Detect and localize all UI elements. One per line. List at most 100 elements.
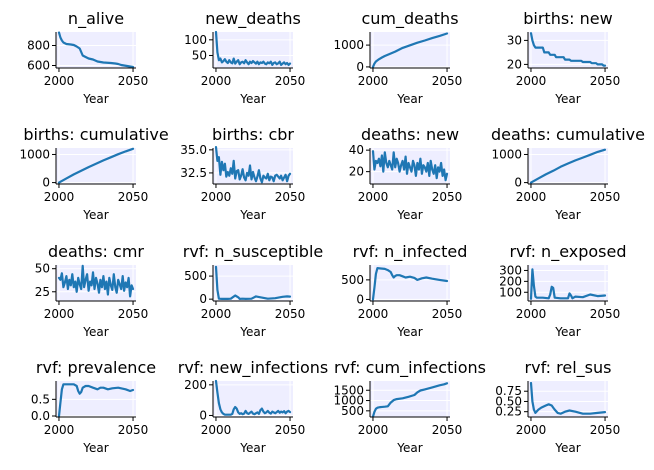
x-axis-label: Year [82, 325, 108, 339]
chart-title: rvf: n_exposed [509, 242, 626, 262]
y-tick-label: 600 [27, 59, 50, 73]
y-tick-label: 50 [35, 262, 50, 276]
x-axis-label: Year [239, 325, 265, 339]
plot-area [528, 32, 608, 68]
x-tick-label: 2050 [118, 423, 149, 437]
series-line [371, 32, 449, 69]
chart-panel: 2000 2050 0.250.500.75 Year rvf: rel_sus [495, 358, 620, 455]
y-tick-label: 500 [341, 404, 364, 418]
x-axis-label: Year [239, 92, 265, 106]
chart-title: deaths: cmr [48, 242, 144, 261]
x-tick-label: 2000 [44, 307, 75, 321]
y-tick-label: 0 [199, 408, 207, 422]
x-tick-label: 2000 [201, 190, 232, 204]
x-axis-label: Year [554, 325, 580, 339]
x-tick-label: 2050 [432, 423, 463, 437]
series-line [529, 148, 607, 184]
chart-title: rvf: cum_infections [334, 358, 486, 378]
x-axis-label: Year [396, 92, 422, 106]
y-tick-label: 0 [199, 292, 207, 306]
chart-title: deaths: new [361, 125, 459, 144]
x-tick-label: 2000 [201, 74, 232, 88]
plot-area [56, 32, 136, 68]
chart-title: births: new [523, 9, 612, 28]
y-tick-label: 0.0 [31, 409, 50, 423]
chart-panel: 2000 2050 20 40 Year deaths: new [349, 125, 463, 222]
series-line [214, 146, 292, 184]
y-tick-label: 0.75 [495, 384, 522, 398]
chart-panel: 2000 2050 0 1000 Year cum_deaths [333, 9, 462, 106]
y-tick-label: 500 [184, 269, 207, 283]
x-tick-label: 2050 [118, 307, 149, 321]
chart-title: n_alive [68, 9, 124, 29]
series-line [57, 264, 135, 298]
x-axis-label: Year [396, 325, 422, 339]
plot-area [370, 265, 450, 301]
x-tick-label: 2000 [516, 190, 547, 204]
y-tick-label: 300 [499, 263, 522, 277]
y-tick-label: 50 [192, 48, 207, 62]
x-tick-label: 2050 [590, 307, 621, 321]
chart-title: births: cumulative [23, 125, 168, 144]
y-tick-label: 0.50 [495, 394, 522, 408]
y-tick-label: 0 [356, 292, 364, 306]
x-axis-label: Year [239, 441, 265, 455]
x-axis-label: Year [82, 208, 108, 222]
x-tick-label: 2050 [275, 74, 306, 88]
x-tick-label: 2050 [118, 74, 149, 88]
x-axis-label: Year [396, 208, 422, 222]
x-axis-label: Year [554, 208, 580, 222]
x-axis-label: Year [554, 92, 580, 106]
x-tick-label: 2000 [201, 423, 232, 437]
y-tick-label: 100 [499, 285, 522, 299]
y-tick-label: 500 [341, 273, 364, 287]
y-tick-label: 100 [184, 33, 207, 47]
chart-title: births: cbr [212, 125, 294, 144]
chart-panel: 2000 2050 20 30 Year births: new [507, 9, 621, 106]
y-tick-label: 1000 [491, 147, 522, 161]
series-line [214, 265, 292, 300]
plot-area [370, 32, 450, 68]
y-tick-label: 40 [349, 143, 364, 157]
series-line [529, 268, 607, 300]
x-tick-label: 2000 [358, 307, 389, 321]
chart-title: cum_deaths [361, 9, 458, 29]
x-tick-label: 2050 [590, 190, 621, 204]
x-tick-label: 2000 [516, 307, 547, 321]
x-tick-label: 2050 [118, 190, 149, 204]
x-axis-label: Year [396, 441, 422, 455]
x-tick-label: 2050 [275, 307, 306, 321]
y-tick-label: 0.5 [31, 392, 50, 406]
series-line [371, 382, 449, 418]
x-tick-label: 2000 [201, 307, 232, 321]
chart-title: deaths: cumulative [491, 125, 645, 144]
y-tick-label: 200 [499, 274, 522, 288]
chart-title: rvf: new_infections [178, 358, 329, 378]
chart-panel: 2000 2050 0 500 Year rvf: n_infected [341, 242, 467, 339]
y-tick-label: 1000 [19, 147, 50, 161]
chart-title: rvf: prevalence [36, 358, 156, 377]
chart-panel: 2000 2050 0 1000 Year births: cumulative [19, 125, 168, 222]
x-tick-label: 2000 [358, 74, 389, 88]
y-tick-label: 1000 [333, 38, 364, 52]
y-tick-label: 0 [42, 176, 50, 190]
series-line [529, 381, 607, 415]
y-tick-label: 32.5 [180, 166, 207, 180]
x-tick-label: 2050 [275, 190, 306, 204]
y-tick-label: 0.25 [495, 405, 522, 419]
y-tick-label: 30 [507, 33, 522, 47]
chart-title: rvf: n_infected [353, 242, 468, 262]
x-tick-label: 2050 [432, 307, 463, 321]
x-tick-label: 2000 [516, 74, 547, 88]
x-tick-label: 2050 [590, 74, 621, 88]
chart-title: rvf: n_susceptible [183, 242, 324, 262]
chart-title: rvf: rel_sus [525, 358, 612, 378]
series-line [57, 383, 135, 418]
chart-panel: 2000 2050 0 200 Year rvf: new_infections [178, 358, 329, 455]
y-tick-label: 35.0 [180, 143, 207, 157]
chart-panel: 2000 2050 0 500 Year rvf: n_susceptible [183, 242, 324, 339]
x-tick-label: 2050 [590, 423, 621, 437]
